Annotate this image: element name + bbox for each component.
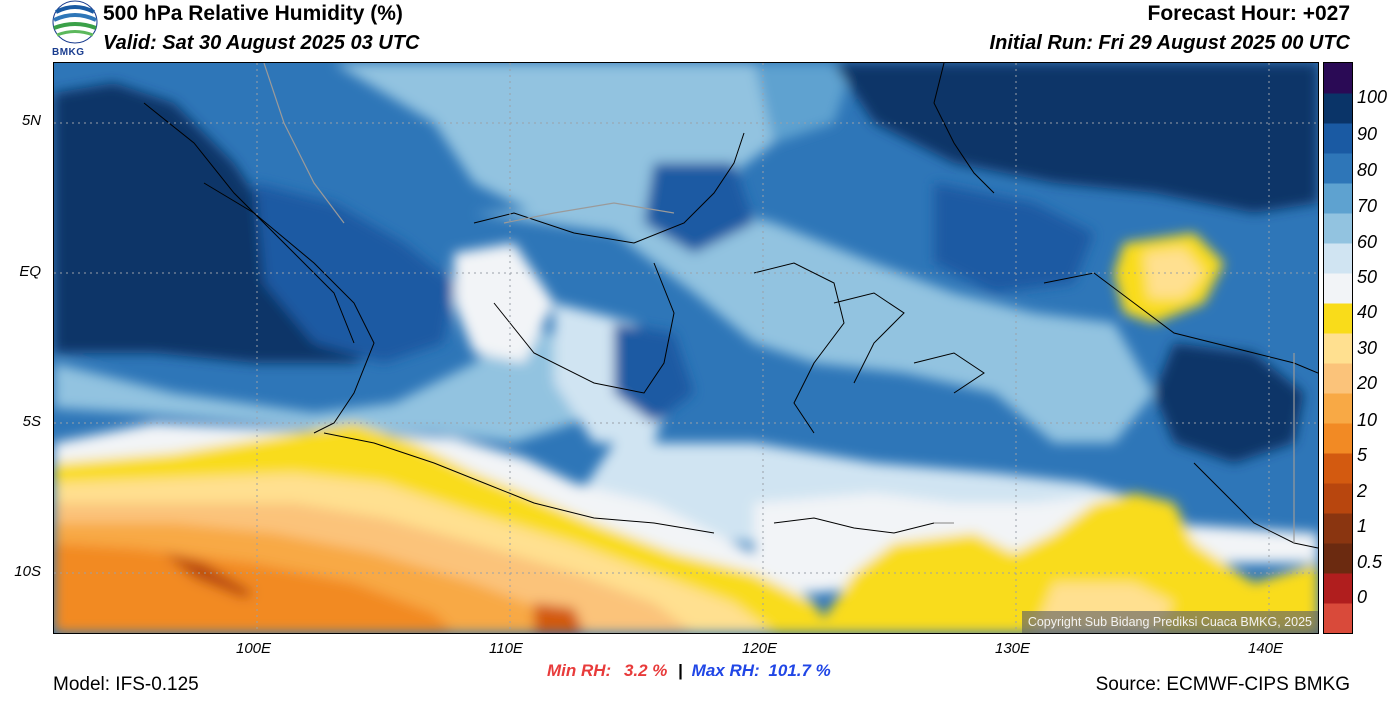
- colorbar-swatch: [1324, 153, 1352, 184]
- colorbar-label-30: 30: [1357, 338, 1378, 358]
- valid-time: Valid: Sat 30 August 2025 03 UTC: [103, 32, 420, 54]
- colorbar-swatch: [1324, 183, 1352, 214]
- min-rh-label: Min RH:: [547, 661, 612, 680]
- colorbar-swatch: [1324, 513, 1352, 544]
- colorbar-swatch: [1324, 453, 1352, 484]
- gridlines: [54, 63, 1318, 633]
- rh-stats: Min RH: 3.2 % | Max RH: 101.7 %: [547, 661, 831, 681]
- max-rh-value: 101.7 %: [768, 661, 831, 680]
- chart-title: 500 hPa Relative Humidity (%): [103, 2, 403, 25]
- lon-label-100e: 100E: [236, 640, 272, 657]
- model-label: Model: IFS-0.125: [53, 674, 199, 695]
- humidity-map: Copyright Sub Bidang Prediksi Cuaca BMKG…: [53, 62, 1319, 634]
- lat-label-5s: 5S: [22, 413, 41, 430]
- colorbar-label-50: 50: [1357, 267, 1378, 287]
- colorbar-label-40: 40: [1357, 302, 1378, 322]
- lon-label-110e: 110E: [489, 640, 523, 657]
- colorbar-swatch: [1324, 273, 1352, 304]
- colorbar-label-100: 100: [1357, 87, 1388, 107]
- colorbar-label-70: 70: [1357, 196, 1378, 216]
- lat-label-5n: 5N: [21, 112, 41, 129]
- min-rh-value: 3.2 %: [623, 661, 668, 680]
- lat-label-eq: EQ: [19, 263, 41, 280]
- colorbar-label-20: 20: [1357, 373, 1378, 393]
- colorbar-swatch: [1324, 603, 1352, 634]
- colorbar-swatch: [1324, 543, 1352, 574]
- colorbar-swatch: [1324, 483, 1352, 514]
- colorbar-label-10: 10: [1357, 410, 1378, 430]
- bmkg-logo: BMKG: [50, 0, 100, 60]
- colorbar-label-80: 80: [1357, 160, 1378, 180]
- colorbar-swatch: [1324, 303, 1352, 334]
- lon-label-130e: 130E: [995, 640, 1031, 657]
- colorbar-label-5: 5: [1357, 445, 1368, 465]
- max-rh-label: Max RH:: [691, 661, 760, 680]
- initial-run: Initial Run: Fri 29 August 2025 00 UTC: [989, 32, 1350, 54]
- colorbar-label-2: 2: [1357, 481, 1368, 501]
- lat-label-10s: 10S: [14, 563, 41, 580]
- colorbar-swatch: [1324, 123, 1352, 154]
- colorbar-swatch: [1324, 423, 1352, 454]
- colorbar-swatch: [1324, 63, 1352, 94]
- copyright-note: Copyright Sub Bidang Prediksi Cuaca BMKG…: [1021, 611, 1318, 633]
- lon-label-140e: 140E: [1248, 640, 1284, 657]
- logo-text: BMKG: [52, 47, 85, 58]
- colorbar-label-0-5: 0.5: [1357, 552, 1383, 572]
- bmkg-emblem-icon: [52, 0, 98, 44]
- colorbar-label-90: 90: [1357, 124, 1378, 144]
- colorbar: [1323, 62, 1353, 634]
- colorbar-swatches: [1324, 63, 1352, 634]
- forecast-hour: Forecast Hour: +027: [1147, 2, 1351, 25]
- colorbar-swatch: [1324, 573, 1352, 604]
- lon-label-120e: 120E: [742, 640, 778, 657]
- rh-separator: |: [678, 661, 683, 680]
- colorbar-swatch: [1324, 363, 1352, 394]
- coastlines: [143, 63, 1318, 549]
- colorbar-label-60: 60: [1357, 232, 1378, 252]
- humidity-regions: [54, 63, 1318, 633]
- colorbar-swatch: [1324, 393, 1352, 424]
- colorbar-label-1: 1: [1357, 516, 1368, 536]
- colorbar-swatch: [1324, 243, 1352, 274]
- borders: [263, 63, 1295, 543]
- humidity-field: [54, 63, 1318, 633]
- source-label: Source: ECMWF-CIPS BMKG: [1095, 674, 1350, 695]
- colorbar-swatch: [1324, 93, 1352, 124]
- colorbar-label-0: 0: [1357, 587, 1368, 607]
- colorbar-swatch: [1324, 333, 1352, 364]
- colorbar-swatch: [1324, 213, 1352, 244]
